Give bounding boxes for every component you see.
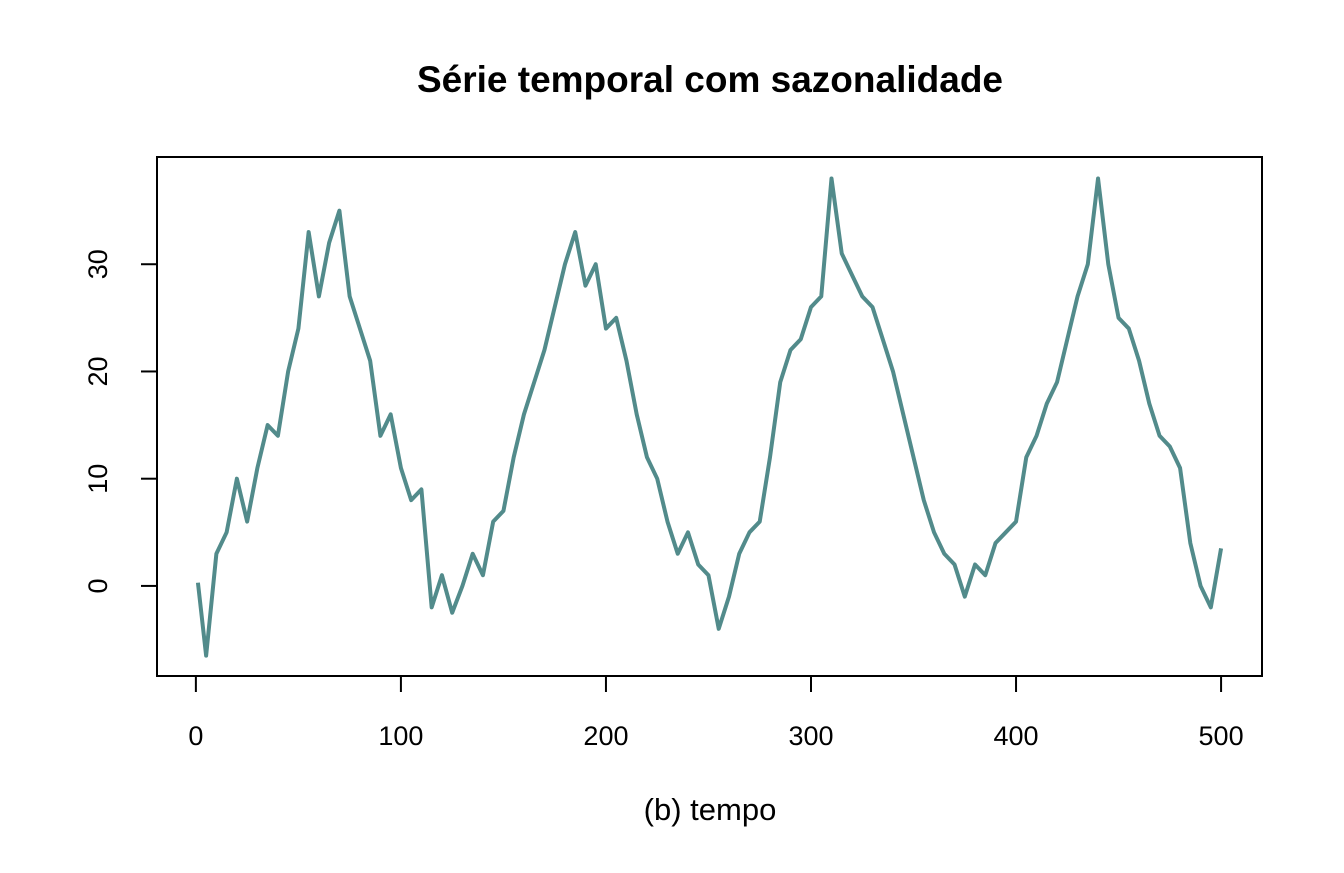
y-tick-label: 20	[83, 356, 113, 386]
y-tick-label: 10	[83, 464, 113, 494]
x-tick-label: 300	[788, 721, 833, 751]
chart-title: Série temporal com sazonalidade	[417, 59, 1003, 100]
y-tick-label: 0	[83, 578, 113, 593]
x-tick-label: 0	[188, 721, 203, 751]
x-tick-label: 200	[583, 721, 628, 751]
x-tick-label: 100	[378, 721, 423, 751]
y-tick-label: 30	[83, 249, 113, 279]
data-line	[195, 176, 1224, 658]
x-tick-label: 400	[994, 721, 1039, 751]
x-axis-label: (b) tempo	[644, 792, 777, 827]
plot-frame	[156, 156, 1263, 677]
x-tick-label: 500	[1199, 721, 1244, 751]
